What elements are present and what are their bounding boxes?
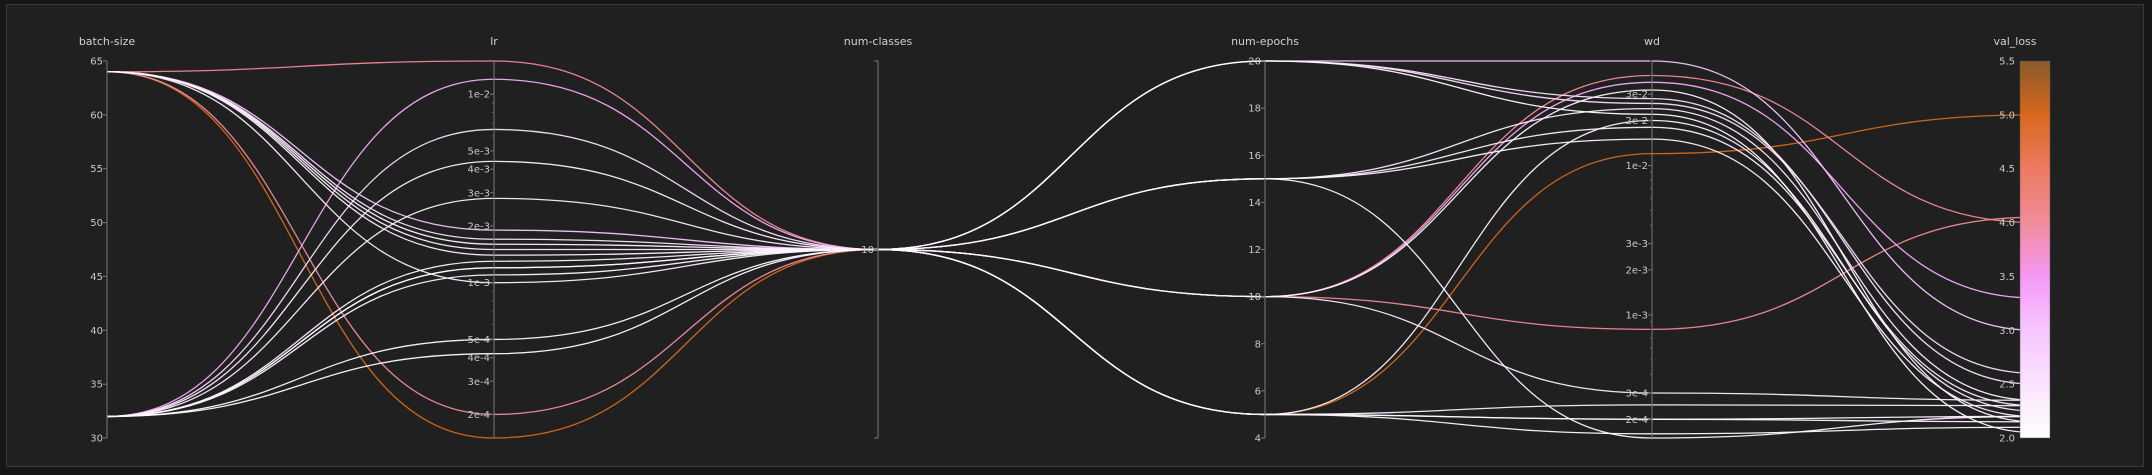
tick-label: 6	[1255, 386, 1261, 397]
tick-label: 5e-4	[468, 335, 491, 346]
colorbar[interactable]	[2019, 60, 2051, 439]
tick-label: 65	[90, 57, 103, 68]
run-line-9[interactable]	[106, 78, 2036, 418]
tick-label: 4.0	[1999, 218, 2015, 229]
run-line-6[interactable]	[106, 71, 2036, 439]
axis-title-num-classes: num-classes	[844, 35, 913, 48]
axis-title-lr: lr	[490, 35, 498, 48]
tick-label: 3e-4	[468, 377, 491, 388]
run-line-0[interactable]	[106, 60, 2036, 331]
tick-label: 16	[1248, 151, 1261, 162]
run-line-11[interactable]	[106, 126, 2036, 418]
tick-label: 3.0	[1999, 326, 2015, 337]
axis-title-num-epochs: num-epochs	[1231, 35, 1299, 48]
tick-label: 8	[1255, 339, 1261, 350]
axis-num-classes[interactable]: num-classes 10	[844, 35, 913, 439]
tick-label: 1e-2	[1626, 161, 1649, 172]
tick-label: 4e-3	[468, 165, 491, 176]
axis-title-batch-size: batch-size	[79, 35, 136, 48]
tick-label: 2e-3	[1626, 265, 1649, 276]
tick-label: 2.0	[1999, 434, 2015, 445]
axis-val-loss[interactable]: val_loss 2.0 2.5 3.0 3.5 4.0 4.5 5.0 5.5	[1993, 35, 2051, 445]
axis-num-epochs[interactable]: num-epochs 4 6 8 10 12 14 16 18 20	[1231, 35, 1299, 445]
tick-label: 14	[1248, 198, 1261, 209]
axis-wd[interactable]: wd 2e-4 3e-4 1e-3 2e-3 3e-3 1e-2 2e-2 3e-2	[1626, 35, 1660, 438]
chart-panel: batch-size 30 35 40 45 50 55 60 65 lr 2e-4 3e-4 4e-4…	[6, 4, 2144, 467]
run-line-5[interactable]	[106, 71, 2036, 401]
axes-layer: batch-size 30 35 40 45 50 55 60 65 lr 2e-4 3e-4 4e-4…	[79, 35, 2051, 445]
tick-label: 60	[90, 110, 103, 121]
tick-label: 40	[90, 326, 103, 337]
tick-label: 3e-3	[468, 188, 491, 199]
parallel-coordinates-chart: batch-size 30 35 40 45 50 55 60 65 lr 2e-4 3e-4 4e-4…	[79, 35, 2051, 445]
tick-label: 1e-3	[1626, 310, 1649, 321]
run-line-13[interactable]	[106, 119, 2036, 418]
run-line-17[interactable]	[106, 60, 2036, 434]
axis-title-val-loss: val_loss	[1993, 35, 2036, 48]
tick-label: 1e-2	[468, 90, 491, 101]
tick-label: 55	[90, 164, 103, 175]
tick-label: 35	[90, 380, 103, 391]
tick-label: 30	[90, 434, 103, 445]
tick-label: 2e-4	[1626, 415, 1649, 426]
axis-lr[interactable]: lr 2e-4 3e-4 4e-4 5e-4 1e-3 2e-3 3e-3 4e-3 5e-3 1e…	[468, 35, 499, 438]
tick-label: 4	[1255, 434, 1261, 445]
axis-title-wd: wd	[1644, 35, 1660, 48]
tick-label: 5e-3	[468, 146, 491, 157]
run-line-12[interactable]	[106, 197, 2036, 418]
tick-label: 5.5	[1999, 57, 2015, 68]
tick-label: 10	[1248, 292, 1261, 303]
tick-label: 18	[1248, 104, 1261, 115]
run-line-7[interactable]	[106, 71, 2036, 423]
tick-label: 2.5	[1999, 380, 2015, 391]
tick-label: 3e-2	[1626, 90, 1649, 101]
tick-label: 4.5	[1999, 164, 2015, 175]
tick-label: 2e-4	[468, 410, 491, 421]
tick-label: 45	[90, 272, 103, 283]
tick-label: 1e-3	[468, 278, 491, 289]
tick-label: 50	[90, 218, 103, 229]
polyline-layer	[106, 60, 2036, 439]
tick-label: 3.5	[1999, 272, 2015, 283]
tick-label: 4e-4	[468, 353, 491, 364]
run-line-14[interactable]	[106, 248, 2036, 423]
run-line-16[interactable]	[106, 248, 2036, 435]
tick-label: 10	[861, 245, 874, 256]
tick-label: 12	[1248, 245, 1261, 256]
tick-label: 2e-3	[468, 221, 491, 232]
run-line-10[interactable]	[106, 60, 2036, 418]
tick-label: 20	[1248, 57, 1261, 68]
tick-label: 2e-2	[1626, 116, 1649, 127]
axis-batch-size[interactable]: batch-size 30 35 40 45 50 55 60 65	[79, 35, 136, 445]
run-line-2[interactable]	[106, 71, 2036, 439]
tick-label: 3e-3	[1626, 239, 1649, 250]
tick-label: 5.0	[1999, 110, 2015, 121]
run-line-15[interactable]	[106, 138, 2036, 418]
tick-label: 3e-4	[1626, 389, 1649, 400]
